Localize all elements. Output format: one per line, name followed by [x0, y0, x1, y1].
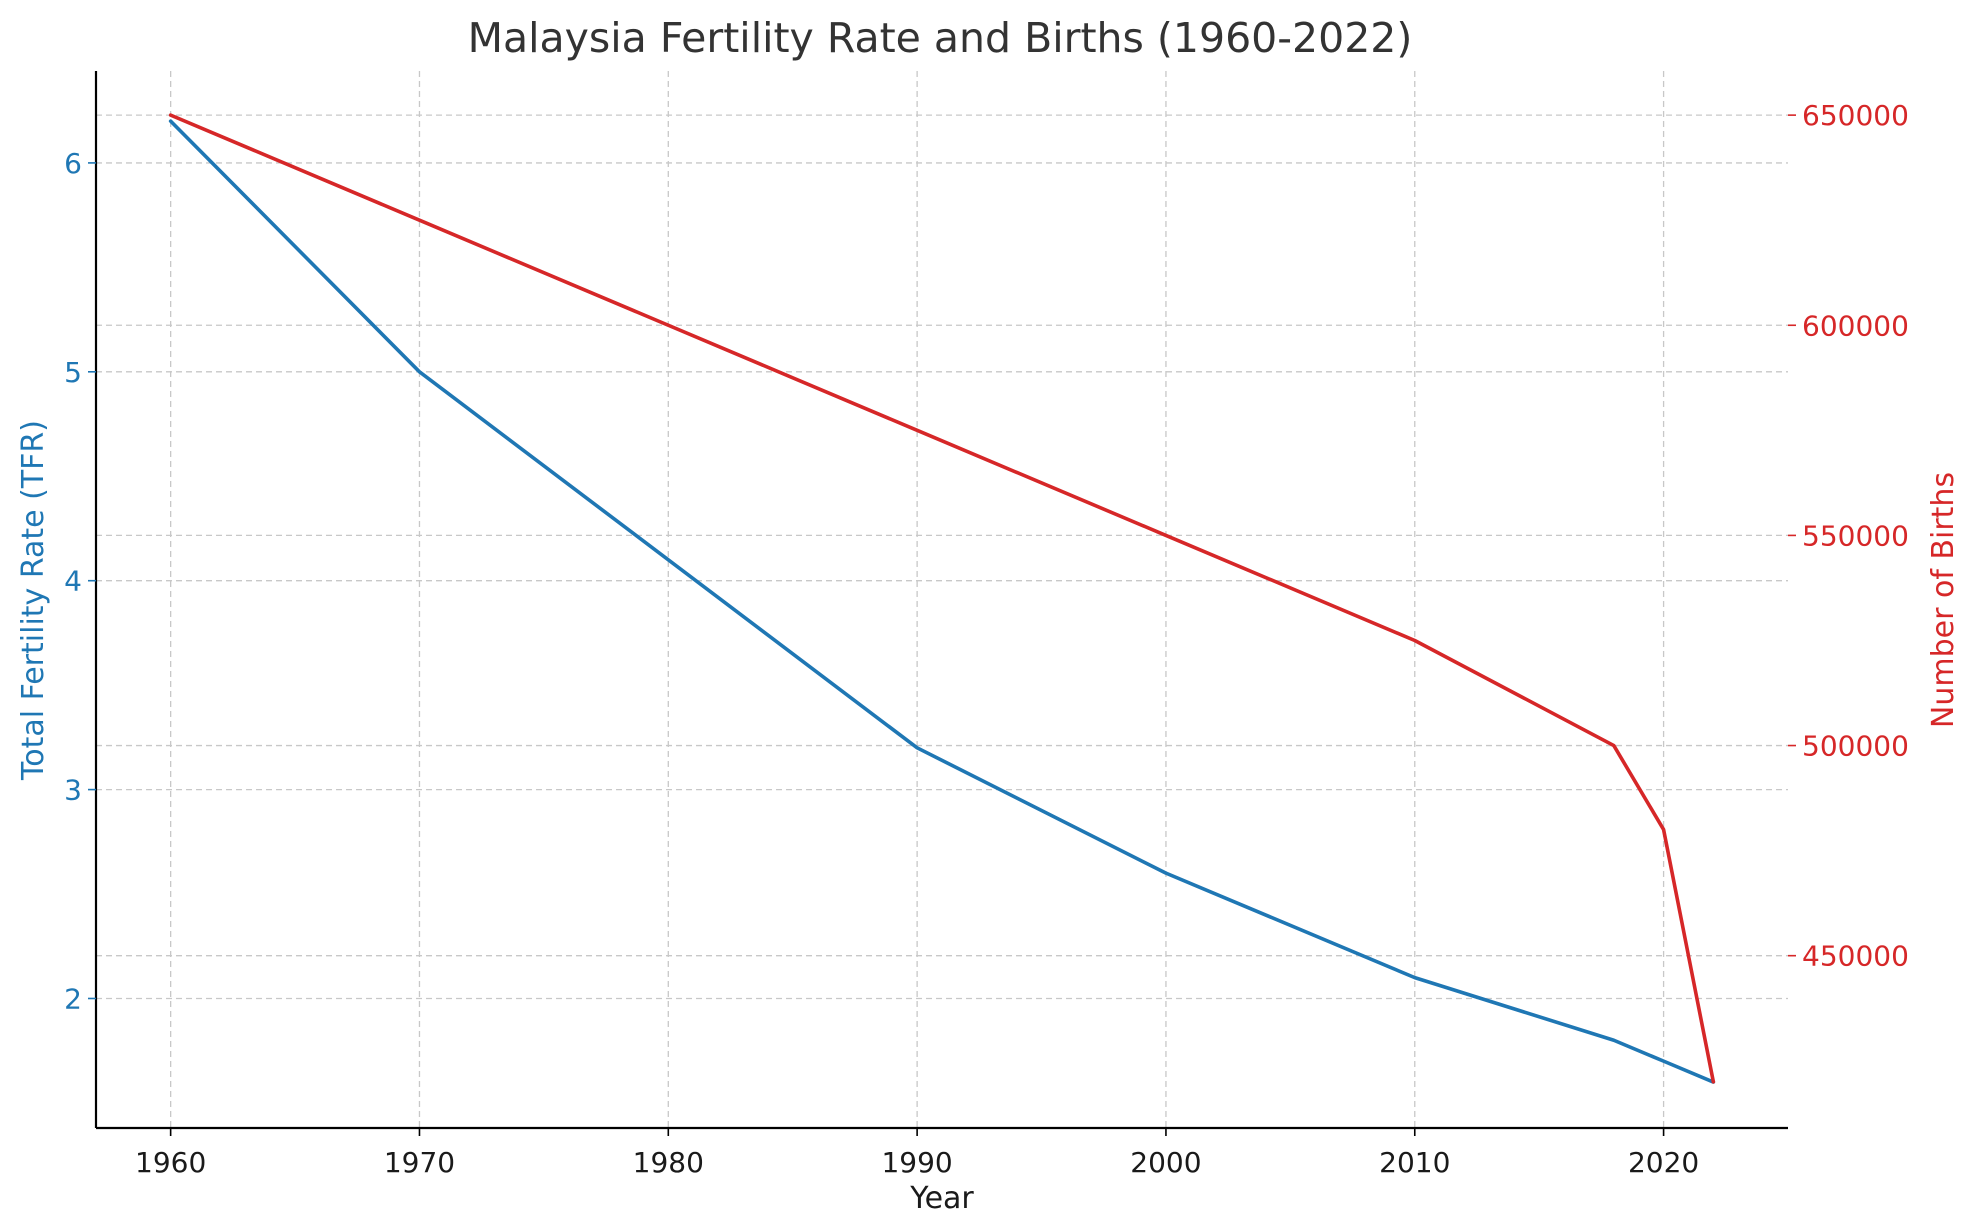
y-left-tick-label: 6: [64, 147, 82, 180]
y-right-tick-label: 650000: [1802, 99, 1909, 132]
tfr-series-line: [168, 119, 1716, 1084]
axes: [94, 71, 1788, 1130]
births-series-line: [168, 113, 1716, 1084]
series-lines: [168, 113, 1716, 1084]
y-axis-right-label: Number of Births: [1926, 472, 1961, 728]
chart-title: Malaysia Fertility Rate and Births (1960…: [468, 14, 1413, 62]
y-right-tick-label: 500000: [1802, 730, 1909, 763]
y-axis-left-label: Total Fertility Rate (TFR): [16, 420, 51, 781]
x-tick-label: 2020: [1628, 1146, 1699, 1179]
grid: [96, 71, 1788, 1128]
tick-labels: 1960 1970 1980 1990 2000 2010 2020 2 3 4 5 6 450000 5…: [64, 99, 1909, 1179]
y-right-tick-label: 450000: [1802, 940, 1909, 973]
y-right-tick-label: 600000: [1802, 309, 1909, 342]
x-tick-label: 1980: [633, 1146, 704, 1179]
y-left-tick-label: 4: [64, 565, 82, 598]
x-tick-label: 2010: [1379, 1146, 1450, 1179]
y-left-tick-label: 5: [64, 356, 82, 389]
y-right-tick-label: 550000: [1802, 519, 1909, 552]
x-axis-label: Year: [909, 1181, 974, 1216]
x-tick-label: 1970: [384, 1146, 455, 1179]
y-left-tick-label: 2: [64, 982, 82, 1015]
x-tick-label: 2000: [1130, 1146, 1201, 1179]
x-tick-label: 1960: [135, 1146, 206, 1179]
y-left-tick-label: 3: [64, 774, 82, 807]
x-tick-label: 1990: [881, 1146, 952, 1179]
